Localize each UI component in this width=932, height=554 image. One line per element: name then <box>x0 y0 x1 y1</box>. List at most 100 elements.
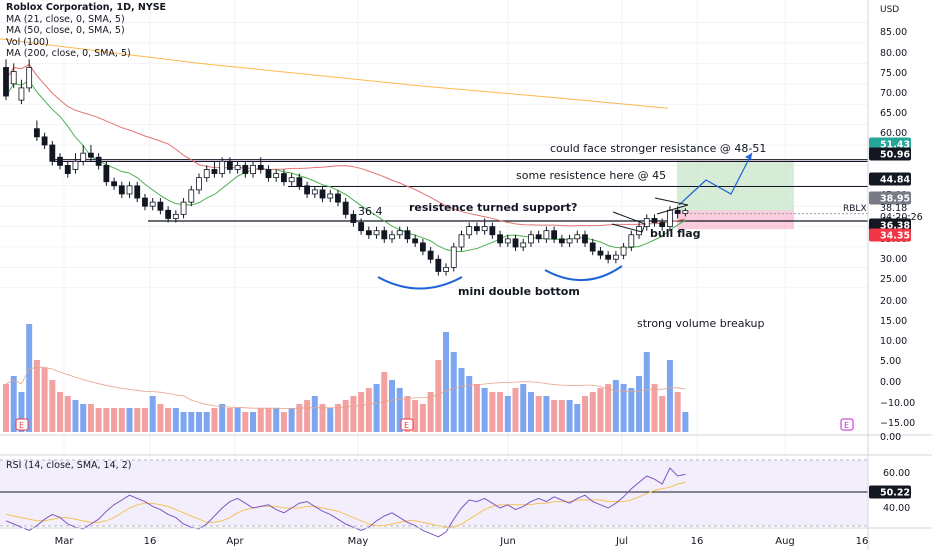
candle-body <box>88 152 94 158</box>
volume-bar <box>342 400 349 432</box>
volume-bar <box>682 412 689 432</box>
candle-body <box>226 160 233 170</box>
volume-bar <box>33 360 40 432</box>
candle-body <box>41 136 48 146</box>
earnings-marker-1[interactable] <box>15 418 29 431</box>
volume-ma-line <box>5 366 686 409</box>
volume-bar <box>296 404 303 432</box>
time-tick-label: Apr <box>226 536 244 547</box>
candle-body <box>651 218 658 223</box>
volume-bar <box>566 400 573 432</box>
earnings-marker-2[interactable] <box>400 418 414 431</box>
candle-body <box>288 177 295 183</box>
volume-bar <box>196 412 202 432</box>
volume-bar <box>520 384 527 432</box>
candle-body <box>265 169 272 179</box>
volume-bar <box>481 388 488 432</box>
volume-bar <box>327 408 334 432</box>
volume-bar <box>651 384 658 432</box>
candle-body <box>682 210 689 214</box>
volume-bar <box>597 388 604 432</box>
badge-50-96: 50.96 <box>880 150 910 161</box>
volume-bar <box>165 408 172 432</box>
candle-body <box>589 242 596 252</box>
volume-bar <box>141 408 148 432</box>
flag-wedge-lines <box>654 197 689 215</box>
candle-body <box>520 242 527 248</box>
volume-bar <box>365 388 372 432</box>
candle-body <box>126 185 133 195</box>
volume-bar <box>72 400 79 432</box>
badge-34-35: 34.35 <box>880 231 910 242</box>
volume-bar <box>458 368 465 432</box>
price-tick-label: 5.00 <box>880 356 901 367</box>
volume-bar <box>57 392 64 432</box>
volume-bar <box>288 408 295 432</box>
chart-legend: Roblox Corporation, 1D, NYSE MA (21, clo… <box>6 2 166 60</box>
candle-body <box>80 152 87 162</box>
volume-bar <box>26 324 33 432</box>
legend-ma21: MA (21, close, 0, SMA, 5) <box>6 13 125 25</box>
earnings-marker-3[interactable] <box>840 418 854 431</box>
volume-bar <box>497 392 504 432</box>
candle-body <box>3 67 9 97</box>
candle-body <box>412 238 419 244</box>
candle-body <box>597 250 604 256</box>
volume-bar <box>126 408 133 432</box>
candle-body <box>381 230 388 240</box>
candle-body <box>582 234 588 244</box>
annotations: could face stronger resistance @ 48-51 s… <box>15 142 854 431</box>
volume-bar <box>3 384 9 432</box>
candle-body <box>134 185 141 199</box>
candle-body <box>443 266 449 272</box>
volume-bar <box>628 388 635 432</box>
rsi-tick-label: 60.00 <box>883 468 910 479</box>
candles <box>3 59 689 276</box>
candle-body <box>281 173 287 183</box>
volume-bar <box>265 408 272 432</box>
volume-bar <box>543 396 550 432</box>
volume-bar <box>535 396 542 432</box>
candle-body <box>296 177 303 187</box>
candle-body <box>103 164 110 183</box>
volume-bar <box>103 408 110 432</box>
candle-body <box>435 258 442 272</box>
candle-body <box>319 189 326 199</box>
candle-body <box>643 218 650 228</box>
time-tick-label: May <box>348 536 369 547</box>
volume-bar <box>257 408 264 432</box>
price-tick-label: 65.00 <box>880 108 907 119</box>
candle-body <box>188 189 195 203</box>
volume-bar <box>64 396 71 432</box>
candle-body <box>95 156 102 166</box>
time-tick-label: Aug <box>775 536 795 547</box>
candle-body <box>10 71 17 85</box>
volume-bar <box>636 376 643 432</box>
double-bottom-arc-left <box>377 276 463 290</box>
candle-body <box>528 234 534 244</box>
candle-body <box>149 201 156 207</box>
candle-body <box>342 201 349 215</box>
badge-51-43: 51.43 <box>880 140 910 151</box>
volume-bar <box>319 404 326 432</box>
volume-bar <box>350 396 357 432</box>
candle-body <box>304 185 310 195</box>
volume-bar <box>80 404 87 432</box>
candle-body <box>26 67 33 89</box>
volume-bar <box>172 408 179 432</box>
badge-38-95: 38.95 <box>880 194 910 205</box>
volume-bar <box>157 404 164 432</box>
candle-body <box>57 156 63 166</box>
candle-body <box>311 189 318 195</box>
projection-arrowhead <box>745 153 752 160</box>
badge-time: 04:20:26 <box>880 212 923 223</box>
candle-body <box>72 160 79 170</box>
price-tick-label: 85.00 <box>880 27 907 38</box>
price-tick-label: 0.00 <box>880 377 901 388</box>
volume-bar <box>389 380 395 432</box>
volume-bar <box>419 404 426 432</box>
horizontal-levels <box>54 159 868 222</box>
price-tick-label: −10.00 <box>880 398 915 409</box>
